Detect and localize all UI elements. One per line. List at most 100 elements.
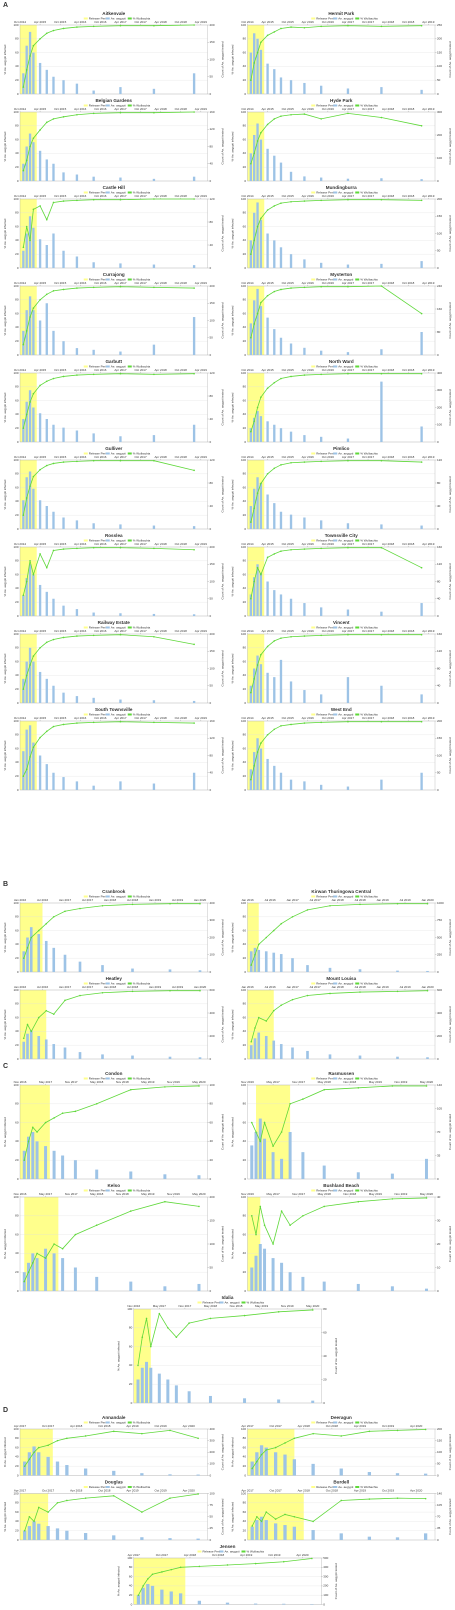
count-bar xyxy=(301,1276,305,1291)
y2-tick-label: 50 xyxy=(210,597,214,601)
y2-tick-label: 80 xyxy=(210,1102,214,1106)
count-bar xyxy=(255,1452,259,1476)
y2-tick-label: 150 xyxy=(437,1438,442,1442)
count-bar xyxy=(356,1283,360,1291)
y-tick-label: 100 xyxy=(13,901,18,905)
count-bar xyxy=(73,1160,77,1179)
infection-point xyxy=(22,957,25,959)
infection-point xyxy=(266,209,269,211)
y-tick-label: 0 xyxy=(244,179,246,183)
plot-frame xyxy=(247,546,436,617)
count-bar xyxy=(37,1452,41,1476)
y-tick-label: 60 xyxy=(15,485,19,489)
y2-tick-label: 0 xyxy=(210,614,212,618)
x-tick-label: Jul 2019 xyxy=(172,898,184,902)
infection-point xyxy=(153,373,155,376)
x-tick-label: Apr 2017 xyxy=(342,20,355,24)
infection-point xyxy=(255,1233,257,1236)
plot-frame xyxy=(19,198,208,269)
infection-point xyxy=(290,635,292,638)
y2-tick-label: 400 xyxy=(437,371,442,375)
y-tick-label: 80 xyxy=(15,124,19,128)
count-bar xyxy=(303,690,306,703)
legend-swatch xyxy=(355,17,360,20)
infection-point xyxy=(320,721,322,724)
y2-tick-label: 200 xyxy=(437,197,442,201)
count-bar xyxy=(119,177,122,181)
x-tick-label: May 2018 xyxy=(90,1080,104,1084)
infection-point xyxy=(76,287,78,289)
x-tick-label: Oct 2015 xyxy=(282,20,295,24)
infection-point xyxy=(27,1271,30,1273)
count-bar xyxy=(75,83,79,94)
count-bar xyxy=(141,1587,145,1605)
infection-point xyxy=(52,549,55,552)
chart-title: Vincent xyxy=(333,620,350,625)
infection-point xyxy=(280,377,282,380)
y-tick-label: 80 xyxy=(15,1102,19,1106)
infection-point xyxy=(149,1345,152,1348)
y2-tick-label: 150 xyxy=(210,1218,215,1222)
count-bar xyxy=(129,1171,133,1179)
y2-tick-label: 0 xyxy=(210,92,212,96)
count-bar xyxy=(358,1055,362,1059)
infection-point xyxy=(119,633,122,636)
y-tick-label: 20 xyxy=(15,1270,19,1274)
legend-label: % Wolbachia xyxy=(360,190,378,194)
y2-tick-label: 150 xyxy=(210,649,215,653)
y-axis-label: % Ae. aegypti infected xyxy=(117,1341,121,1371)
infection-point xyxy=(32,746,35,749)
infection-point xyxy=(424,1497,427,1500)
y2-tick-label: 400 xyxy=(323,1565,328,1569)
plot-frame xyxy=(19,111,208,182)
count-bar xyxy=(256,564,259,616)
x-tick-label: Oct 2015 xyxy=(282,281,295,285)
y2-tick-label: 80 xyxy=(437,330,441,334)
count-bar xyxy=(46,1526,50,1540)
x-tick-label: Oct 2016 xyxy=(322,716,335,720)
infection-point xyxy=(193,287,195,289)
y-tick-label: 20 xyxy=(243,165,247,169)
infection-line xyxy=(23,1201,200,1282)
count-bar xyxy=(266,148,269,181)
legend-label: % Wolbachia xyxy=(360,103,378,107)
infection-point xyxy=(39,468,41,471)
y-tick-label: 20 xyxy=(15,1464,19,1468)
count-bar xyxy=(62,250,65,268)
infection-point xyxy=(273,31,276,33)
legend-swatch xyxy=(355,539,360,542)
legend-label: Release Period xyxy=(89,625,110,629)
y2-axis-label: Count of Ae. aegypti tested xyxy=(220,650,224,686)
y-axis-label: % Ae. aegypti infected xyxy=(3,740,7,770)
legend-swatch xyxy=(333,191,338,194)
y-tick-label: 100 xyxy=(13,458,18,462)
infection-point xyxy=(290,723,292,726)
infection-point xyxy=(250,691,252,694)
infection-point xyxy=(29,145,31,148)
chart-title: Condon xyxy=(105,1071,123,1076)
legend-label: Ae. aegypti xyxy=(111,364,126,368)
count-bar xyxy=(28,647,32,703)
infection-point xyxy=(45,641,48,644)
infection-point xyxy=(79,907,81,910)
y-tick-label: 0 xyxy=(17,614,19,618)
y2-tick-label: 120 xyxy=(210,197,215,201)
x-tick-label: Apr 2018 xyxy=(382,107,395,111)
y-tick-label: 40 xyxy=(243,760,247,764)
y2-tick-label: 80 xyxy=(437,666,441,670)
count-bar xyxy=(83,1468,88,1476)
y2-tick-label: 400 xyxy=(437,1011,442,1015)
legend-label: Ae. aegypti xyxy=(111,712,126,716)
count-bar xyxy=(289,171,293,181)
count-bar xyxy=(423,1533,428,1540)
legend-swatch xyxy=(311,365,316,368)
count-bar xyxy=(319,694,323,703)
infection-point xyxy=(28,1515,31,1518)
x-tick-label: Apr 2018 xyxy=(155,542,168,546)
y2-axis-label: Count of Ae. aegypti tested xyxy=(220,128,224,164)
y-tick-label: 20 xyxy=(15,252,19,256)
x-tick-label: Jan 2018 xyxy=(104,985,117,989)
count-bar xyxy=(38,500,42,529)
infection-point xyxy=(251,1525,253,1527)
